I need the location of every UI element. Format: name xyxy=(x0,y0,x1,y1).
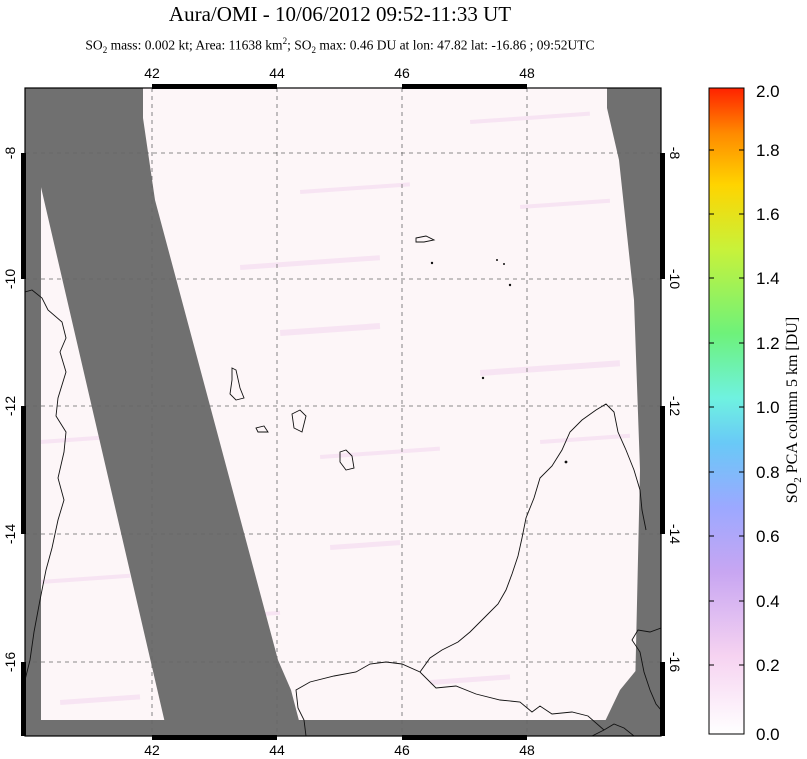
aldabra xyxy=(415,235,436,243)
lat-label-right: -12 xyxy=(667,396,683,416)
lat-label-left: -16 xyxy=(2,652,18,672)
lat-label-left: -10 xyxy=(2,269,18,289)
madagascar-coast xyxy=(295,403,647,736)
map-body xyxy=(25,88,661,736)
colorbar-label: 0.8 xyxy=(756,463,780,482)
colorbar-label: 1.6 xyxy=(756,205,780,224)
colorbar-label: 0.4 xyxy=(756,592,780,611)
small-islands xyxy=(430,259,568,464)
left-axis-labels: -8 -10 -12 -14 -16 xyxy=(2,147,18,673)
colorbar-labels: 2.0 1.8 1.6 1.4 1.2 1.0 0.8 0.6 0.4 0.2 … xyxy=(756,82,780,744)
lat-label-left: -12 xyxy=(2,396,18,416)
lon-label-top: 42 xyxy=(144,65,160,81)
lon-label-bottom: 42 xyxy=(144,742,160,758)
colorbar-label: 0.2 xyxy=(756,656,780,675)
right-axis-labels: -8 -10 -12 -14 -16 xyxy=(667,147,683,673)
colorbar-title: SO2 PCA column 5 km [DU] xyxy=(784,317,804,503)
frame-tick-bars xyxy=(21,84,665,740)
top-axis-labels: 42 44 46 48 xyxy=(144,65,535,81)
missing-data-swath-east xyxy=(607,88,661,736)
map-title: Aura/OMI - 10/06/2012 09:52-11:33 UT xyxy=(168,2,512,26)
colorbar-label: 0.6 xyxy=(756,527,780,546)
colorbar-label: 1.0 xyxy=(756,398,780,417)
bottom-axis-labels: 42 44 46 48 xyxy=(144,742,535,758)
map-subtitle: SO2 mass: 0.002 kt; Area: 11638 km2; SO2… xyxy=(85,36,595,56)
lat-label-right: -8 xyxy=(667,147,683,160)
lat-label-left: -14 xyxy=(2,524,18,544)
colorbar-label: 0.0 xyxy=(756,725,780,744)
moheli xyxy=(255,425,269,433)
lat-label-right: -10 xyxy=(667,269,683,289)
colorbar-label: 1.2 xyxy=(756,334,780,353)
mayotte xyxy=(339,449,355,471)
colorbar-label: 1.4 xyxy=(756,269,780,288)
lon-label-top: 44 xyxy=(269,65,285,81)
missing-data-strip-left xyxy=(25,88,41,736)
graticule xyxy=(25,88,661,736)
anjouan xyxy=(291,409,307,433)
lat-label-right: -14 xyxy=(667,524,683,544)
lon-label-top: 46 xyxy=(394,65,410,81)
colorbar-label: 1.8 xyxy=(756,141,780,160)
coastlines xyxy=(25,235,661,736)
colorbar xyxy=(708,87,745,735)
colorbar-ticks xyxy=(709,149,744,666)
missing-data-swath-west xyxy=(25,88,303,736)
lon-label-bottom: 44 xyxy=(269,742,285,758)
missing-data-strip-bottom xyxy=(25,720,661,736)
lat-label-right: -16 xyxy=(667,652,683,672)
madagascar-se-coast xyxy=(631,627,661,711)
lat-label-left: -8 xyxy=(2,147,18,160)
africa-coast xyxy=(25,289,67,681)
missing-data-swath-se xyxy=(598,640,661,736)
lon-label-bottom: 48 xyxy=(519,742,535,758)
lon-label-bottom: 46 xyxy=(394,742,410,758)
colorbar-label: 2.0 xyxy=(756,82,780,101)
grande-comore xyxy=(229,367,245,401)
lon-label-top: 48 xyxy=(519,65,535,81)
